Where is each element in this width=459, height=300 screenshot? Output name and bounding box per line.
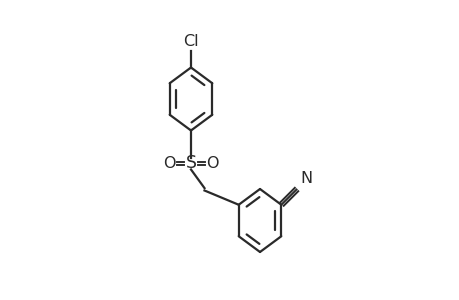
Text: Cl: Cl [183, 34, 198, 49]
Text: S: S [185, 154, 196, 172]
Text: O: O [163, 156, 175, 171]
Text: N: N [300, 171, 312, 186]
Text: O: O [206, 156, 218, 171]
